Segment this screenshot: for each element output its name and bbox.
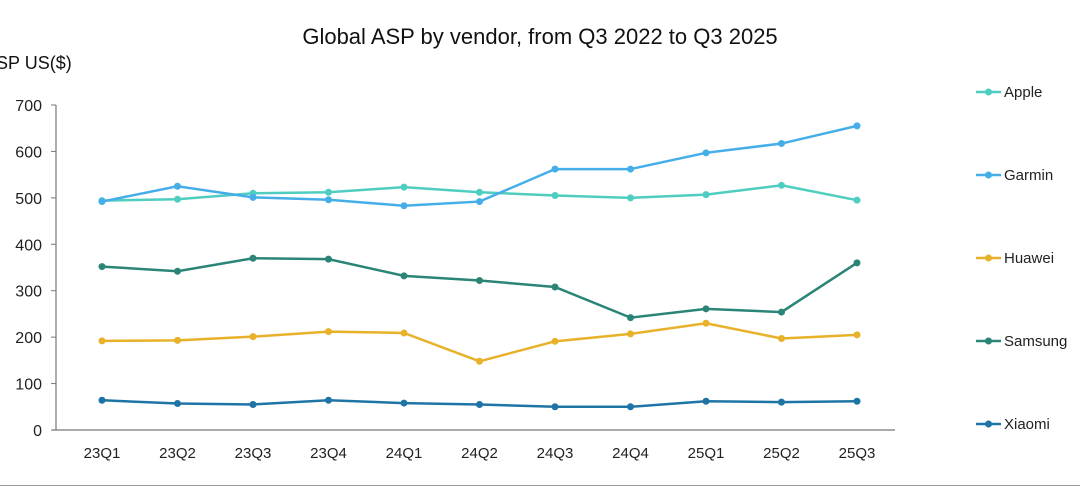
x-tick-label: 24Q3 xyxy=(537,445,574,462)
data-point-garmin xyxy=(778,140,785,148)
divider xyxy=(0,485,1080,486)
legend-label-samsung: Samsung xyxy=(1004,333,1067,350)
data-point-xiaomi xyxy=(551,403,559,411)
data-point-samsung xyxy=(476,277,483,284)
data-point-huawei xyxy=(778,335,785,343)
data-point-apple xyxy=(702,191,710,199)
data-point-samsung xyxy=(174,267,181,275)
data-point-apple xyxy=(174,195,181,203)
data-point-xiaomi xyxy=(627,403,634,411)
data-point-apple xyxy=(627,194,634,202)
data-point-xiaomi xyxy=(702,397,710,405)
y-axis-label: ASP US($) xyxy=(0,53,72,73)
data-point-garmin xyxy=(174,182,181,190)
data-point-apple xyxy=(778,181,785,189)
data-point-apple xyxy=(551,192,559,200)
data-point-garmin xyxy=(98,198,106,206)
series-line-samsung xyxy=(101,256,858,319)
data-point-samsung xyxy=(853,259,861,267)
data-point-garmin xyxy=(853,122,861,130)
data-point-huawei xyxy=(476,357,483,365)
y-tick-label: 300 xyxy=(15,284,42,301)
data-point-apple xyxy=(325,188,332,196)
legend-marker-samsung xyxy=(985,337,992,345)
x-tick-label: 24Q2 xyxy=(461,445,498,462)
x-tick-label: 23Q2 xyxy=(159,445,196,462)
data-point-xiaomi xyxy=(325,396,332,404)
x-tick-label: 25Q1 xyxy=(688,445,725,462)
data-point-apple xyxy=(853,196,861,204)
data-point-huawei xyxy=(174,336,181,344)
data-point-xiaomi xyxy=(249,400,257,408)
data-point-samsung xyxy=(325,255,332,263)
data-point-huawei xyxy=(98,337,106,345)
data-point-samsung xyxy=(551,283,559,291)
data-point-xiaomi xyxy=(174,400,181,408)
data-point-huawei xyxy=(249,333,257,341)
data-point-huawei xyxy=(702,319,710,327)
data-point-garmin xyxy=(325,196,332,204)
data-point-garmin xyxy=(551,165,559,173)
data-point-samsung xyxy=(702,305,710,313)
data-point-huawei xyxy=(400,329,408,337)
data-point-huawei xyxy=(627,330,634,338)
data-point-garmin xyxy=(702,149,710,157)
legend-label-xiaomi: Xiaomi xyxy=(1004,416,1050,433)
data-point-xiaomi xyxy=(400,399,408,407)
data-point-huawei xyxy=(325,328,332,336)
y-tick-label: 600 xyxy=(15,144,42,161)
x-tick-label: 25Q2 xyxy=(763,445,800,462)
legend-marker-garmin xyxy=(985,171,992,179)
legend-marker-xiaomi xyxy=(985,420,992,428)
data-point-garmin xyxy=(476,198,483,206)
x-tick-label: 23Q1 xyxy=(84,445,121,462)
chart-title: Global ASP by vendor, from Q3 2022 to Q3… xyxy=(302,24,778,49)
data-point-samsung xyxy=(400,272,408,280)
y-tick-label: 400 xyxy=(15,237,42,254)
data-point-xiaomi xyxy=(853,397,861,405)
legend-marker-huawei xyxy=(985,254,992,262)
legend-label-apple: Apple xyxy=(1004,84,1042,101)
series-line-huawei xyxy=(101,321,858,363)
data-point-garmin xyxy=(627,165,634,173)
y-tick-label: 200 xyxy=(15,330,42,347)
x-tick-label: 23Q4 xyxy=(310,445,347,462)
x-tick-label: 24Q4 xyxy=(612,445,649,462)
data-point-samsung xyxy=(249,254,257,262)
x-tick-label: 25Q3 xyxy=(839,445,876,462)
x-tick-label: 24Q1 xyxy=(386,445,423,462)
data-point-garmin xyxy=(400,202,408,210)
y-tick-label: 0 xyxy=(33,423,42,440)
data-point-xiaomi xyxy=(98,396,106,404)
data-point-huawei xyxy=(551,337,559,345)
y-tick-label: 700 xyxy=(15,98,42,115)
data-point-xiaomi xyxy=(476,400,483,408)
data-point-apple xyxy=(476,188,483,196)
data-point-huawei xyxy=(853,331,861,339)
data-point-xiaomi xyxy=(778,398,785,406)
data-point-samsung xyxy=(98,263,106,271)
x-tick-label: 23Q3 xyxy=(235,445,272,462)
legend-label-huawei: Huawei xyxy=(1004,250,1054,267)
y-tick-label: 500 xyxy=(15,191,42,208)
y-tick-label: 100 xyxy=(15,377,42,394)
legend-label-garmin: Garmin xyxy=(1004,167,1053,184)
data-point-samsung xyxy=(778,308,785,316)
data-point-apple xyxy=(400,183,408,191)
legend-marker-apple xyxy=(985,88,992,96)
data-point-samsung xyxy=(627,314,634,322)
data-point-garmin xyxy=(249,193,257,201)
